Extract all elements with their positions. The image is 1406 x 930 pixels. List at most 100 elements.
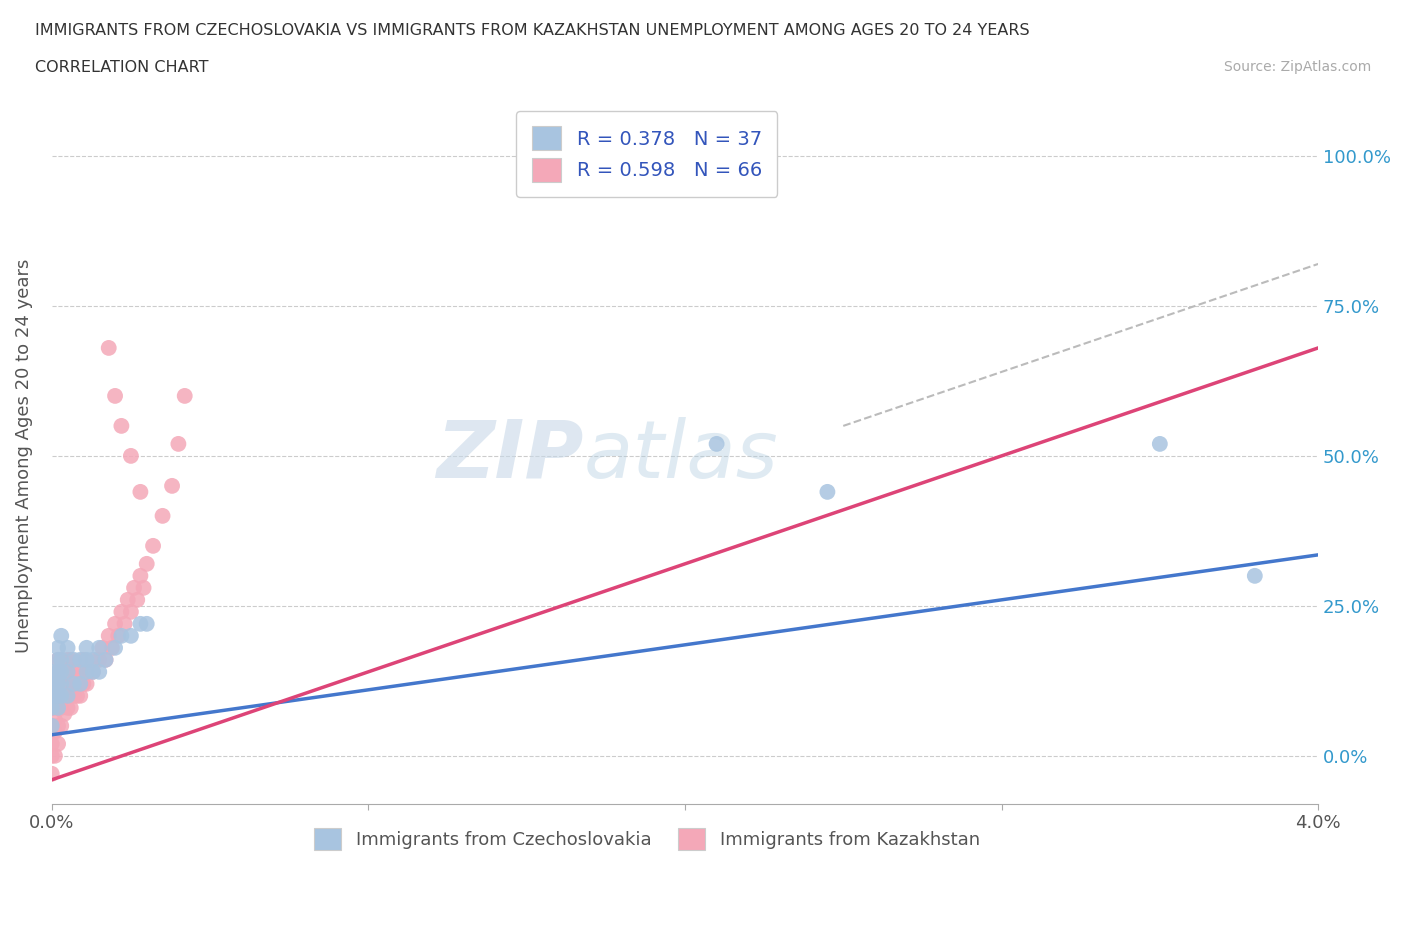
Point	[46, 676, 69, 691]
Point	[152, 509, 174, 524]
Point	[59, 652, 82, 667]
Point	[63, 652, 86, 667]
Point	[110, 604, 132, 619]
Point	[59, 676, 82, 691]
Point	[53, 707, 76, 722]
Point	[41, 664, 63, 679]
Point	[110, 418, 132, 433]
Point	[63, 664, 86, 679]
Point	[167, 436, 190, 451]
Point	[46, 688, 69, 703]
Point	[129, 485, 152, 499]
Text: atlas: atlas	[583, 417, 779, 495]
Point	[56, 676, 79, 691]
Point	[56, 664, 79, 679]
Point	[46, 676, 69, 691]
Point	[56, 641, 79, 656]
Point	[51, 652, 73, 667]
Point	[173, 389, 195, 404]
Point	[1149, 436, 1171, 451]
Point	[142, 538, 165, 553]
Point	[46, 718, 69, 733]
Point	[76, 664, 98, 679]
Point	[79, 664, 101, 679]
Text: Source: ZipAtlas.com: Source: ZipAtlas.com	[1223, 60, 1371, 74]
Point	[1243, 568, 1265, 583]
Text: IMMIGRANTS FROM CZECHOSLOVAKIA VS IMMIGRANTS FROM KAZAKHSTAN UNEMPLOYMENT AMONG : IMMIGRANTS FROM CZECHOSLOVAKIA VS IMMIGR…	[35, 23, 1029, 38]
Point	[76, 676, 98, 691]
Point	[41, 700, 63, 715]
Point	[69, 652, 91, 667]
Point	[135, 617, 157, 631]
Point	[94, 652, 117, 667]
Point	[63, 676, 86, 691]
Point	[41, 749, 63, 764]
Text: ZIP: ZIP	[436, 417, 583, 495]
Point	[101, 641, 124, 656]
Point	[76, 641, 98, 656]
Point	[69, 676, 91, 691]
Point	[129, 568, 152, 583]
Point	[41, 737, 63, 751]
Point	[160, 478, 183, 493]
Point	[69, 688, 91, 703]
Point	[41, 700, 63, 715]
Point	[46, 641, 69, 656]
Point	[135, 556, 157, 571]
Point	[41, 718, 63, 733]
Point	[46, 652, 69, 667]
Point	[132, 580, 155, 595]
Point	[46, 700, 69, 715]
Point	[117, 592, 139, 607]
Point	[122, 580, 145, 595]
Point	[104, 617, 127, 631]
Point	[53, 688, 76, 703]
Point	[41, 676, 63, 691]
Point	[51, 718, 73, 733]
Point	[46, 664, 69, 679]
Point	[94, 652, 117, 667]
Point	[89, 664, 111, 679]
Point	[51, 664, 73, 679]
Point	[66, 688, 89, 703]
Point	[120, 448, 142, 463]
Point	[76, 652, 98, 667]
Point	[82, 664, 104, 679]
Point	[815, 485, 838, 499]
Point	[82, 652, 104, 667]
Point	[51, 700, 73, 715]
Point	[120, 604, 142, 619]
Point	[84, 652, 107, 667]
Point	[129, 617, 152, 631]
Point	[46, 700, 69, 715]
Point	[46, 737, 69, 751]
Point	[41, 766, 63, 781]
Point	[51, 688, 73, 703]
Point	[97, 629, 120, 644]
Point	[53, 664, 76, 679]
Point	[56, 652, 79, 667]
Point	[63, 688, 86, 703]
Point	[51, 664, 73, 679]
Point	[91, 641, 114, 656]
Legend: Immigrants from Czechoslovakia, Immigrants from Kazakhstan: Immigrants from Czechoslovakia, Immigran…	[307, 821, 987, 857]
Point	[44, 712, 66, 727]
Point	[51, 688, 73, 703]
Point	[44, 749, 66, 764]
Point	[72, 652, 94, 667]
Point	[120, 629, 142, 644]
Text: CORRELATION CHART: CORRELATION CHART	[35, 60, 208, 75]
Point	[51, 676, 73, 691]
Point	[46, 652, 69, 667]
Point	[72, 676, 94, 691]
Point	[706, 436, 728, 451]
Point	[41, 688, 63, 703]
Point	[114, 617, 136, 631]
Point	[82, 664, 104, 679]
Point	[658, 149, 681, 164]
Point	[46, 688, 69, 703]
Point	[51, 676, 73, 691]
Point	[107, 629, 129, 644]
Point	[51, 652, 73, 667]
Point	[69, 664, 91, 679]
